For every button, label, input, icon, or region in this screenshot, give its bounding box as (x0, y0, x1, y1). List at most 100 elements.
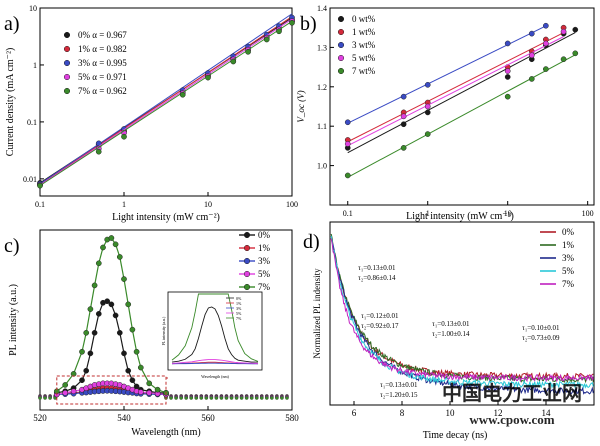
data-point (289, 19, 295, 26)
lifetime-annotation: τ₂=1.20±0.15 (380, 391, 418, 399)
data-point (560, 28, 567, 35)
inset-legend-label: 5% (236, 311, 242, 316)
legend-label: 5% α = 0.971 (78, 72, 127, 82)
inset-legend-label: 1% (236, 301, 242, 306)
data-point (543, 66, 549, 72)
data-point (179, 91, 186, 98)
data-point (79, 348, 85, 355)
plot-frame (39, 7, 293, 197)
series-line (56, 237, 167, 394)
x-tick-label: 1 (122, 200, 126, 209)
data-point (37, 182, 43, 189)
legend-marker (337, 28, 345, 36)
data-point (108, 301, 115, 308)
fit-line (39, 20, 293, 187)
data-point (83, 367, 90, 374)
x-axis-label: Light intensity (mW cm⁻²) (406, 211, 514, 222)
inset-legend-label: 3% (236, 306, 242, 311)
plot-frame (329, 221, 595, 406)
data-point (129, 377, 136, 384)
data-point (543, 40, 549, 47)
legend-label: 3% α = 0.995 (78, 58, 127, 68)
fit-line (347, 25, 547, 124)
y-tick-label: 1 (33, 61, 37, 70)
inset-series-line (171, 359, 259, 364)
data-point (137, 364, 144, 371)
y-tick-label: 1.0 (317, 162, 327, 171)
x-tick-label: 14 (542, 408, 552, 418)
data-point (87, 350, 94, 357)
legend-marker (337, 15, 345, 23)
legend-label: 0% α = 0.967 (78, 30, 127, 40)
fit-line (347, 32, 564, 143)
zoom-box (56, 375, 167, 405)
legend-marker (243, 244, 251, 252)
watermark-title: 中国电力工业网 (442, 381, 582, 405)
data-point (116, 329, 123, 336)
baseline-point (285, 396, 289, 400)
y-axis-label: V_oc (V) (296, 90, 306, 122)
data-point (572, 26, 579, 33)
data-point (543, 22, 549, 29)
legend-label: 5% (562, 266, 575, 276)
inset-y-label: PL intensity (a.u.) (161, 316, 166, 345)
legend-label: 3% (258, 256, 271, 266)
baseline-point (224, 396, 229, 400)
inset-series-line (171, 362, 258, 365)
fit-line (39, 13, 293, 185)
x-tick-label: 100 (582, 209, 594, 218)
data-point (400, 93, 407, 100)
panel-d: d) 6 8 10 12 14 Time decay (ns) Normalized PL i… (303, 221, 595, 441)
baseline-point (275, 396, 279, 400)
lifetime-annotation: τ₁=0.13±0.01 (432, 320, 470, 328)
baseline-point (254, 396, 259, 400)
fit-line (39, 18, 293, 186)
y-axis-label: PL intensity (a.u.) (8, 284, 19, 356)
panel-c: c) 520 540 560 580 Wavelength (nm) PL intensit… (4, 229, 299, 438)
baseline-point (194, 396, 198, 400)
inset-x-label: Wavelength (nm) (201, 374, 229, 379)
y-tick-label: 1.4 (317, 4, 327, 13)
baseline-point (199, 396, 204, 400)
legend-label: 0% (562, 227, 575, 237)
baseline-point (209, 396, 214, 400)
data-point (424, 103, 431, 110)
legend-label: 5% (258, 269, 271, 279)
data-point (424, 131, 431, 137)
data-point (70, 388, 77, 395)
panel-label: b) (300, 13, 317, 35)
baseline-point (219, 396, 224, 400)
data-point (528, 30, 535, 37)
legend-label: 1% (258, 243, 271, 253)
x-axis-label: Wavelength (nm) (131, 427, 200, 438)
legend-label: 5 wt% (352, 53, 376, 63)
fit-line (347, 32, 576, 154)
legend-marker (63, 73, 71, 81)
x-tick-label: 520 (33, 413, 47, 423)
x-tick-label: 540 (117, 413, 131, 423)
lifetime-annotation: τ₂=0.86±0.14 (358, 274, 396, 282)
data-point (230, 58, 237, 65)
data-point (137, 389, 144, 395)
baseline-point (244, 396, 249, 400)
fit-line (347, 36, 564, 147)
data-point (504, 68, 511, 74)
baseline-point (229, 396, 234, 400)
y-axis-label: Current density (mA cm⁻²) (5, 48, 16, 157)
legend-marker (337, 41, 345, 49)
data-point (572, 50, 579, 57)
data-point (263, 36, 270, 43)
data-point (400, 113, 407, 120)
data-point (528, 52, 535, 59)
lifetime-annotation: τ₁=0.12±0.01 (361, 312, 399, 320)
legend-label: 1 wt% (352, 27, 376, 37)
x-tick-label: 12 (494, 408, 503, 418)
data-point (95, 260, 102, 267)
legend-marker (63, 31, 71, 39)
x-tick-label: 0.1 (35, 200, 45, 209)
y-tick-label: 10 (29, 4, 37, 13)
legend-label: 7 wt% (352, 66, 376, 76)
series-line (56, 300, 166, 394)
y-axis-label: Normalized PL indensity (312, 268, 322, 359)
